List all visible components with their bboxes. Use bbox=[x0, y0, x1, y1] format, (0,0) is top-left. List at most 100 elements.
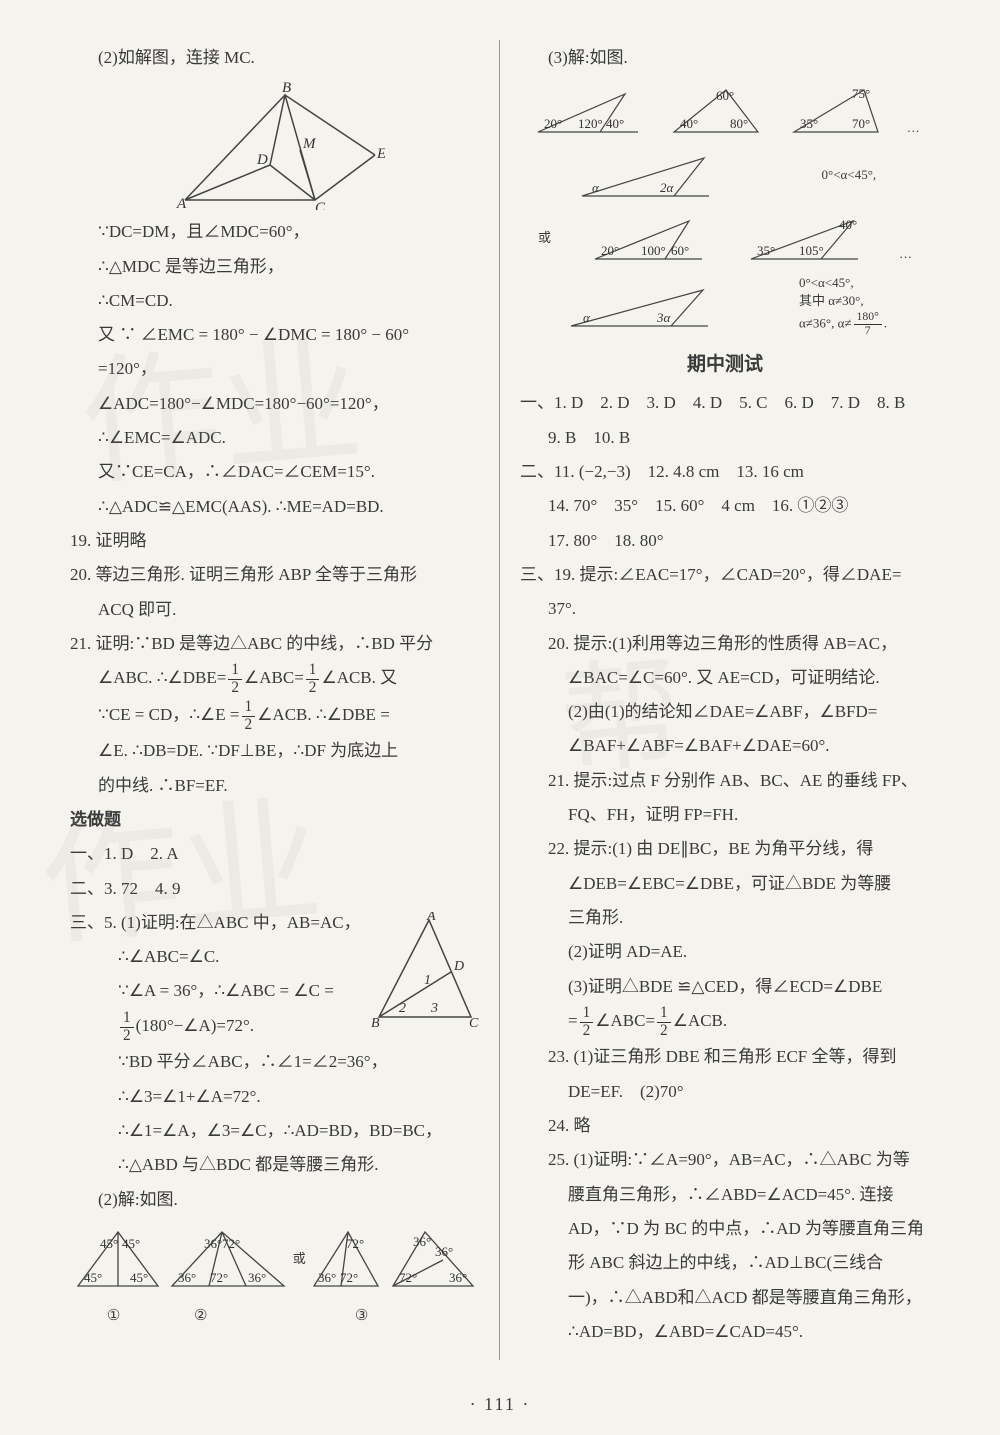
text: 一)，∴△ABD和△ACD 都是等腰直角三角形， bbox=[520, 1282, 930, 1314]
svg-text:B: B bbox=[371, 1016, 380, 1027]
tri-row-r2: α2α 0°<α<45°, bbox=[520, 148, 930, 203]
text: DE=EF. (2)70° bbox=[520, 1076, 930, 1108]
svg-text:72°: 72° bbox=[399, 1270, 417, 1285]
tri-2: 36°72°36°72°36° bbox=[164, 1224, 293, 1294]
text: 一、1. D 2. A bbox=[70, 838, 479, 870]
svg-text:A: A bbox=[176, 196, 187, 210]
svg-text:36°: 36° bbox=[318, 1270, 336, 1285]
text: ∴△ABD 与△BDC 都是等腰三角形. bbox=[70, 1149, 479, 1181]
svg-text:36°: 36° bbox=[449, 1270, 467, 1285]
or-label: 或 bbox=[538, 226, 551, 251]
svg-text:C: C bbox=[315, 200, 326, 210]
t: (180°−∠A)=72°. bbox=[136, 1016, 254, 1035]
svg-text:36°: 36° bbox=[413, 1234, 431, 1249]
text: 22. 提示:(1) 由 DE∥BC，BE 为角平分线，得 bbox=[520, 833, 930, 865]
text: 二、11. (−2,−3) 12. 4.8 cm 13. 16 cm bbox=[520, 456, 930, 488]
t: 其中 α≠30°, bbox=[799, 292, 887, 310]
text: ∴AD=BD，∠ABD=∠CAD=45°. bbox=[520, 1316, 930, 1348]
tri-row-r3: 或 20° 100° 60° 35° 105° 40° … bbox=[520, 211, 930, 266]
svg-text:100°: 100° bbox=[641, 243, 666, 258]
tri-row-labels: ① ② ③ bbox=[70, 1302, 479, 1331]
svg-text:36°: 36° bbox=[435, 1244, 453, 1259]
text: ∴∠EMC=∠ADC. bbox=[70, 422, 479, 454]
text: ∴△ADC≌△EMC(AAS). ∴ME=AD=BD. bbox=[70, 491, 479, 523]
t: . bbox=[884, 315, 887, 330]
svg-text:80°: 80° bbox=[730, 116, 748, 131]
t: 7 bbox=[854, 325, 882, 338]
tri-1: 45°45°45°45° bbox=[70, 1224, 164, 1294]
t: α≠36°, α≠ bbox=[799, 315, 852, 330]
svg-text:α: α bbox=[592, 180, 600, 195]
svg-text:72°: 72° bbox=[340, 1270, 358, 1285]
text: 形 ABC 斜边上的中线，∴AD⊥BC(三线合 bbox=[520, 1247, 930, 1279]
text: 一、1. D 2. D 3. D 4. D 5. C 6. D 7. D 8. … bbox=[520, 387, 930, 419]
svg-text:3α: 3α bbox=[656, 310, 672, 325]
t: ∠ABC= bbox=[595, 1011, 655, 1030]
text: ∵DC=DM，且∠MDC=60°， bbox=[70, 216, 479, 248]
text: 25. (1)证明:∵∠A=90°，AB=AC，∴△ABC 为等 bbox=[520, 1144, 930, 1176]
tri-row-r4: α 3α 0°<α<45°, 其中 α≠30°, α≠36°, α≠180°7. bbox=[520, 274, 930, 337]
text: 17. 80° 18. 80° bbox=[520, 525, 930, 557]
svg-text:60°: 60° bbox=[671, 243, 689, 258]
svg-text:45°: 45° bbox=[122, 1236, 140, 1251]
text: 9. B 10. B bbox=[520, 422, 930, 454]
text: ∠E. ∴DB=DE. ∵DF⊥BE，∴DF 为底边上 bbox=[70, 735, 479, 767]
text: 三角形. bbox=[520, 902, 930, 934]
svg-text:72°: 72° bbox=[222, 1236, 240, 1251]
svg-text:20°: 20° bbox=[601, 243, 619, 258]
text: 又 ∵ ∠EMC = 180° − ∠DMC = 180° − 60° bbox=[70, 319, 479, 351]
t: ∠ACB. 又 bbox=[321, 668, 397, 687]
svg-text:36°: 36° bbox=[178, 1270, 196, 1285]
text: ∴△MDC 是等边三角形， bbox=[70, 251, 479, 283]
text: ∠ABC. ∴∠DBE=12∠ABC=12∠ACB. 又 bbox=[70, 662, 479, 697]
dots: … bbox=[907, 116, 920, 141]
text: ∴CM=CD. bbox=[70, 285, 479, 317]
text: AD，∵D 为 BC 的中点，∴AD 为等腰直角三角 bbox=[520, 1213, 930, 1245]
svg-text:105°: 105° bbox=[799, 243, 824, 258]
svg-text:α: α bbox=[583, 310, 591, 325]
tri-row-r1: 20°120°40° 40°60°80° 35°75°70° … bbox=[520, 82, 930, 140]
svg-text:120°: 120° bbox=[578, 116, 603, 131]
text: ∠DEB=∠EBC=∠DBE，可证△BDE 为等腰 bbox=[520, 868, 930, 900]
svg-text:72°: 72° bbox=[346, 1236, 364, 1251]
svg-text:35°: 35° bbox=[800, 116, 818, 131]
svg-text:45°: 45° bbox=[100, 1236, 118, 1251]
svg-text:35°: 35° bbox=[757, 243, 775, 258]
t: 180° bbox=[854, 311, 882, 325]
svg-text:60°: 60° bbox=[716, 88, 734, 103]
svg-text:36°: 36° bbox=[248, 1270, 266, 1285]
text: ∵CE = CD，∴∠E =12∠ACB. ∴∠DBE = bbox=[70, 699, 479, 734]
svg-text:C: C bbox=[469, 1016, 479, 1027]
svg-text:70°: 70° bbox=[852, 116, 870, 131]
svg-text:36°: 36° bbox=[204, 1236, 222, 1251]
page-columns: (2)如解图，连接 MC. A C B E D M ∵DC=DM，且∠MDC=6… bbox=[50, 40, 950, 1360]
t: α≠36°, α≠180°7. bbox=[799, 311, 887, 338]
text: 二、3. 72 4. 9 bbox=[70, 873, 479, 905]
svg-text:40°: 40° bbox=[680, 116, 698, 131]
text: 三、19. 提示:∠EAC=17°，∠CAD=20°，得∠DAE= bbox=[520, 559, 930, 591]
text: 14. 70° 35° 15. 60° 4 cm 16. ①②③ bbox=[520, 490, 930, 522]
t: 0°<α<45°, bbox=[799, 274, 887, 292]
svg-text:40°: 40° bbox=[839, 217, 857, 232]
text: 19. 证明略 bbox=[70, 525, 479, 557]
diagram-abc-bd: ABC D 123 bbox=[369, 912, 479, 1027]
svg-text:45°: 45° bbox=[130, 1270, 148, 1285]
svg-text:2: 2 bbox=[399, 1001, 406, 1016]
text: 21. 提示:过点 F 分别作 AB、BC、AE 的垂线 FP、 bbox=[520, 765, 930, 797]
svg-text:A: A bbox=[426, 912, 436, 924]
t: ∠ACB. ∴∠DBE = bbox=[257, 705, 390, 724]
svg-text:D: D bbox=[453, 959, 464, 974]
or-label: 或 bbox=[293, 1247, 306, 1272]
text: (2)证明 AD=AE. bbox=[520, 936, 930, 968]
text: (3)解:如图. bbox=[520, 42, 930, 74]
left-column: (2)如解图，连接 MC. A C B E D M ∵DC=DM，且∠MDC=6… bbox=[50, 40, 500, 1360]
dots: … bbox=[899, 242, 912, 267]
svg-text:40°: 40° bbox=[606, 116, 624, 131]
svg-text:3: 3 bbox=[430, 1001, 438, 1016]
note: 0°<α<45°, bbox=[822, 163, 877, 188]
text: (3)证明△BDE ≌△CED，得∠ECD=∠DBE bbox=[520, 971, 930, 1003]
lbl: ② bbox=[194, 1302, 207, 1331]
text: =12∠ABC=12∠ACB. bbox=[520, 1005, 930, 1040]
text: FQ、FH，证明 FP=FH. bbox=[520, 799, 930, 831]
text: 腰直角三角形，∴∠ABD=∠ACD=45°. 连接 bbox=[520, 1179, 930, 1211]
